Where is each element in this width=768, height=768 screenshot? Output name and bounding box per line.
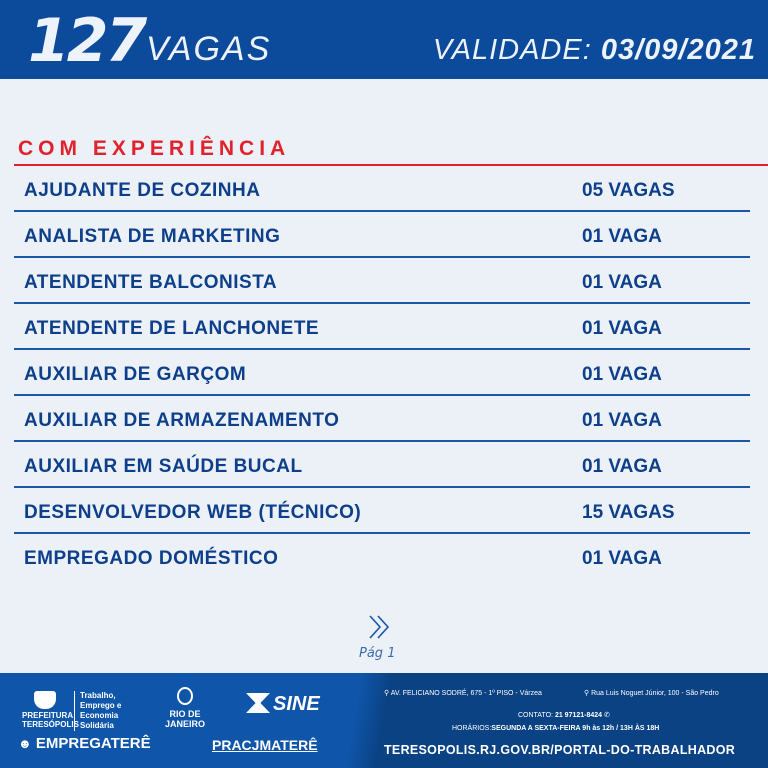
job-row: AUXILIAR EM SAÚDE BUCAL 01 VAGA [14, 442, 750, 488]
location-pin-icon: ⚲ [584, 690, 590, 697]
location-pin-icon: ⚲ [384, 690, 390, 697]
header: 127 VAGAS VALIDADE: 03/09/2021 [0, 0, 768, 79]
job-vagas: 01 VAGA [582, 318, 662, 339]
portal-url[interactable]: TERESOPOLIS.RJ.GOV.BR/PORTAL-DO-TRABALHA… [384, 743, 736, 757]
job-vagas: 15 VAGAS [582, 502, 675, 523]
job-vagas: 01 VAGA [582, 456, 662, 477]
job-vagas: 01 VAGA [582, 410, 662, 431]
section-title: COM EXPERIÊNCIA [18, 137, 291, 160]
job-title: ANALISTA DE MARKETING [24, 226, 281, 247]
job-title: AJUDANTE DE COZINHA [24, 180, 261, 201]
sine-logo: SINE [246, 693, 320, 716]
job-row: EMPREGADO DOMÉSTICO 01 VAGA [14, 534, 750, 580]
pracamatere-logo: PRACJMATERÊ [212, 737, 318, 753]
secretaria-label: Trabalho, Emprego e Economia Solidária [74, 691, 144, 731]
section-divider [14, 164, 768, 166]
vagas-label: VAGAS [146, 30, 272, 68]
validade: VALIDADE: 03/09/2021 [433, 34, 756, 67]
job-row: AJUDANTE DE COZINHA 05 VAGAS [14, 166, 750, 212]
address-1: ⚲ AV. FELICIANO SODRÉ, 675 - 1º PISO - V… [384, 690, 542, 697]
horarios: HORÁRIOS:SEGUNDA A SEXTA-FEIRA 9h às 12h… [452, 725, 660, 732]
job-vagas: 01 VAGA [582, 226, 662, 247]
address-2: ⚲ Rua Luis Noguet Júnior, 100 - São Pedr… [584, 690, 719, 697]
job-title: DESENVOLVEDOR WEB (TÉCNICO) [24, 502, 362, 523]
job-title: ATENDENTE DE LANCHONETE [24, 318, 320, 339]
job-title: ATENDENTE BALCONISTA [24, 272, 278, 293]
job-row: ATENDENTE DE LANCHONETE 01 VAGA [14, 304, 750, 350]
next-page-icon[interactable] [366, 614, 392, 647]
job-vagas: 01 VAGA [582, 272, 662, 293]
vagas-count: 127 [28, 6, 147, 76]
job-title: AUXILIAR DE GARÇOM [24, 364, 247, 385]
contato: CONTATO: 21 97121-8424 ✆ [518, 712, 610, 719]
job-title: EMPREGADO DOMÉSTICO [24, 548, 279, 569]
job-title: AUXILIAR EM SAÚDE BUCAL [24, 456, 303, 477]
page-label: Pág 1 [359, 646, 396, 661]
prefeitura-logo: PREFEITURA TERESÓPOLIS [22, 691, 79, 729]
job-row: DESENVOLVEDOR WEB (TÉCNICO) 15 VAGAS [14, 488, 750, 534]
footer: PREFEITURA TERESÓPOLIS Trabalho, Emprego… [0, 673, 768, 768]
job-vagas: 05 VAGAS [582, 180, 675, 201]
job-vagas: 01 VAGA [582, 364, 662, 385]
job-vagas: 01 VAGA [582, 548, 662, 569]
job-row: ANALISTA DE MARKETING 01 VAGA [14, 212, 750, 258]
job-row: AUXILIAR DE ARMAZENAMENTO 01 VAGA [14, 396, 750, 442]
whatsapp-icon: ✆ [604, 712, 610, 719]
validade-label: VALIDADE: [432, 34, 592, 66]
empregatere-logo: ☻ EMPREGATERÊ [18, 735, 151, 752]
job-list: AJUDANTE DE COZINHA 05 VAGAS ANALISTA DE M… [14, 166, 750, 580]
rj-logo: RIO DE JANEIRO [155, 687, 215, 729]
job-row: AUXILIAR DE GARÇOM 01 VAGA [14, 350, 750, 396]
validade-date: 03/09/2021 [600, 34, 756, 66]
job-row: ATENDENTE BALCONISTA 01 VAGA [14, 258, 750, 304]
job-title: AUXILIAR DE ARMAZENAMENTO [24, 410, 340, 431]
